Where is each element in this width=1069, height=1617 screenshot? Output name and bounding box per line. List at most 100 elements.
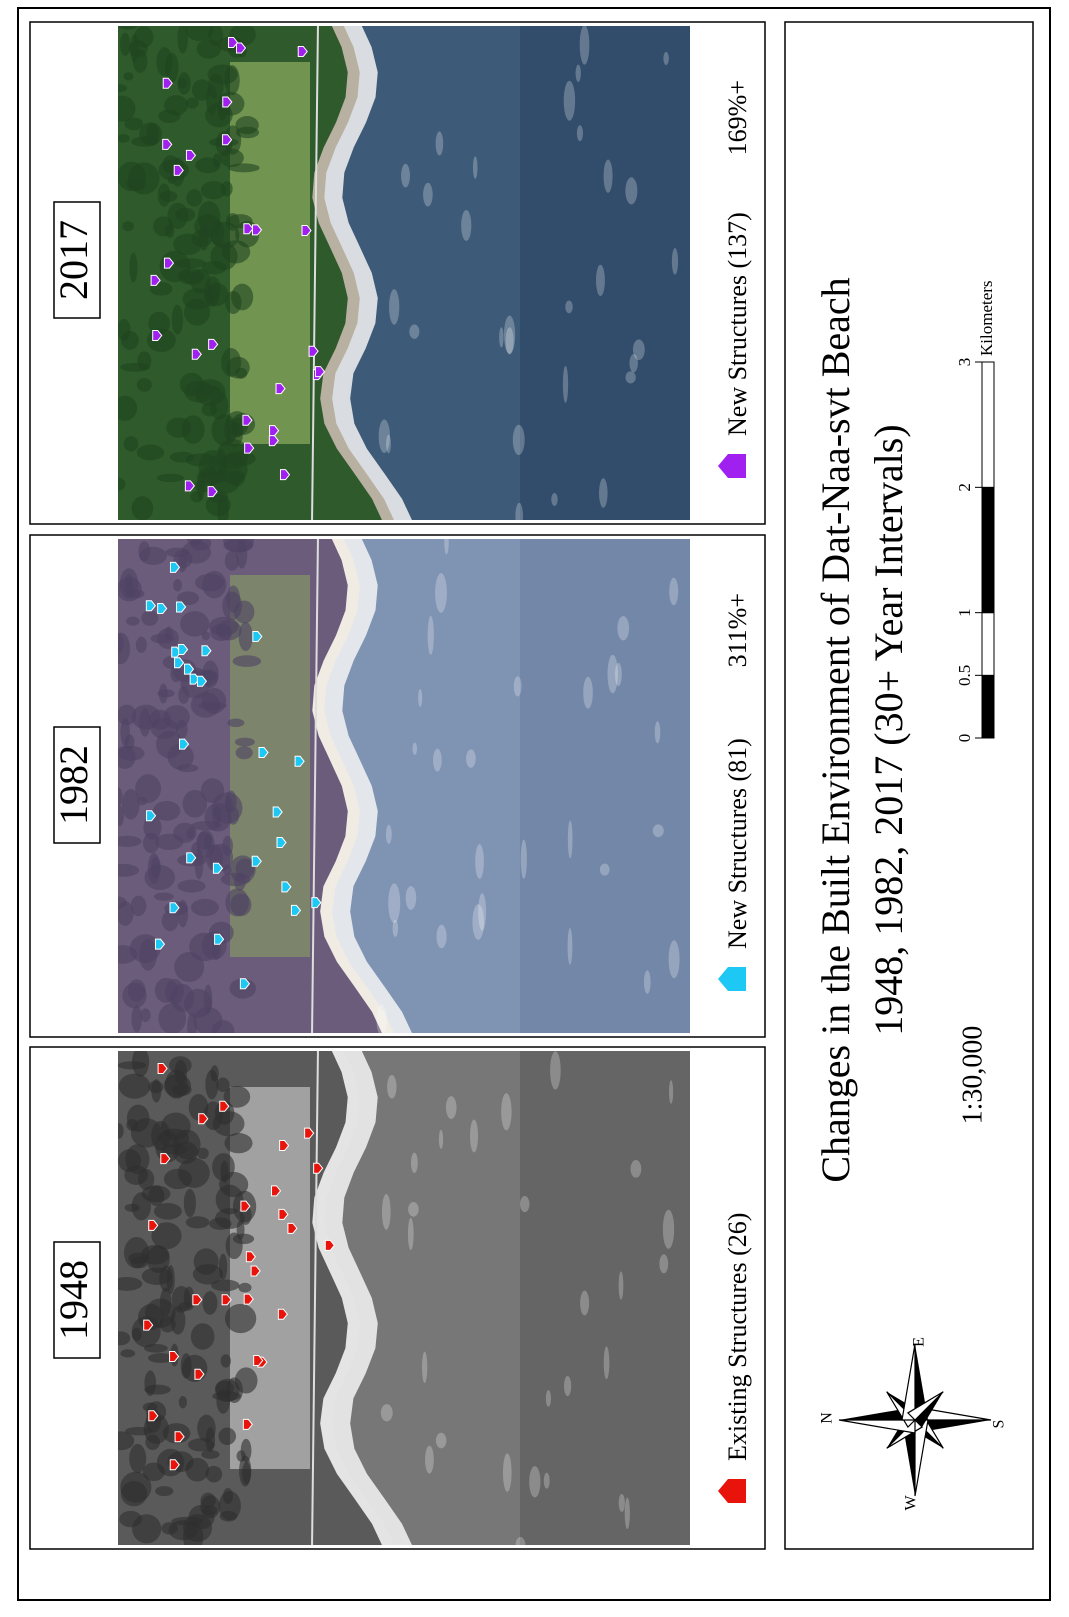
forest-texture xyxy=(186,1216,210,1228)
forest-texture xyxy=(173,579,182,591)
forest-texture xyxy=(127,1105,150,1132)
forest-texture xyxy=(235,116,258,134)
forest-texture xyxy=(125,117,143,130)
change-label: 311%+ xyxy=(723,593,752,667)
forest-texture xyxy=(184,299,210,326)
wave xyxy=(663,1210,674,1249)
forest-texture xyxy=(172,1084,191,1096)
forest-texture xyxy=(202,402,217,416)
forest-texture xyxy=(180,611,209,636)
wave xyxy=(529,1466,540,1497)
wave xyxy=(608,655,618,694)
forest-texture xyxy=(225,790,237,812)
forest-texture xyxy=(235,1367,258,1393)
scale-tick-label: 1 xyxy=(955,608,974,617)
forest-texture xyxy=(132,1047,149,1077)
wave xyxy=(406,886,417,910)
wave xyxy=(461,210,471,241)
forest-texture xyxy=(117,162,146,192)
forest-texture xyxy=(205,286,219,307)
year-label: 1982 xyxy=(51,745,96,825)
scale-segment xyxy=(982,362,994,487)
forest-texture xyxy=(175,208,195,222)
forest-texture xyxy=(125,1144,149,1174)
forest-texture xyxy=(124,436,139,451)
wave xyxy=(520,1196,529,1212)
wave xyxy=(504,315,515,353)
scale-segment xyxy=(982,487,994,612)
scale-tick-label: 2 xyxy=(955,483,974,492)
forest-texture xyxy=(221,1354,231,1367)
forest-texture xyxy=(158,109,180,123)
wave xyxy=(514,676,522,696)
wave xyxy=(633,339,645,360)
legend-label: New Structures (137) xyxy=(723,212,752,436)
forest-texture xyxy=(121,331,139,350)
forest-texture xyxy=(179,1396,187,1408)
compass-s: S xyxy=(991,1420,1008,1429)
forest-texture xyxy=(210,1065,218,1081)
forest-texture xyxy=(191,899,219,916)
forest-texture xyxy=(156,47,172,76)
scale-ratio: 1:30,000 xyxy=(957,1026,988,1125)
wave xyxy=(499,327,503,347)
forest-texture xyxy=(222,836,233,856)
forest-texture xyxy=(213,1111,245,1136)
wave xyxy=(580,25,590,64)
wave xyxy=(625,1498,630,1529)
deep-ocean xyxy=(520,22,690,524)
forest-texture xyxy=(141,610,158,626)
aerial-image xyxy=(108,1047,690,1554)
wave xyxy=(475,844,484,879)
forest-texture xyxy=(237,1450,246,1461)
forest-texture xyxy=(131,1005,141,1032)
forest-texture xyxy=(221,348,241,377)
forest-texture xyxy=(171,1517,202,1526)
wave xyxy=(663,52,668,65)
map-layout: 2017New Structures (137)169%+1982New Str… xyxy=(0,0,1069,1612)
forest-texture xyxy=(139,122,162,145)
forest-texture xyxy=(120,717,129,747)
forest-texture xyxy=(144,1344,168,1353)
wave xyxy=(376,1004,386,1036)
forest-texture xyxy=(129,1444,146,1473)
wave xyxy=(381,1404,393,1421)
forest-texture xyxy=(125,1204,140,1212)
forest-texture xyxy=(135,774,161,803)
wave xyxy=(568,928,573,965)
wave xyxy=(436,1433,446,1449)
wave xyxy=(408,1218,414,1250)
wave xyxy=(631,1160,642,1178)
forest-texture xyxy=(144,865,175,890)
forest-texture xyxy=(225,1304,256,1333)
forest-texture xyxy=(178,554,187,572)
forest-texture xyxy=(123,72,133,80)
forest-texture xyxy=(118,746,144,761)
forest-texture xyxy=(139,547,167,565)
forest-texture xyxy=(195,157,220,173)
forest-texture xyxy=(231,284,253,311)
forest-texture xyxy=(160,191,178,202)
wave xyxy=(422,1352,427,1383)
wave xyxy=(583,677,593,709)
wave xyxy=(408,1202,419,1217)
forest-texture xyxy=(236,540,247,569)
forest-texture xyxy=(131,896,147,917)
wave xyxy=(604,160,613,193)
forest-texture xyxy=(161,1145,187,1155)
forest-texture xyxy=(201,181,226,199)
wave xyxy=(436,131,444,155)
wave xyxy=(470,1119,478,1152)
scale-tick-label: 3 xyxy=(955,358,974,367)
scale-tick-label: 0.5 xyxy=(955,665,974,686)
wave xyxy=(564,1376,571,1396)
year-label: 2017 xyxy=(51,220,96,300)
forest-texture xyxy=(184,1189,196,1217)
wave xyxy=(409,324,419,338)
forest-texture xyxy=(186,189,202,206)
forest-texture xyxy=(177,900,188,928)
forest-texture xyxy=(137,445,165,461)
forest-texture xyxy=(155,834,183,850)
forest-texture xyxy=(223,1488,233,1504)
wave xyxy=(501,1093,511,1130)
